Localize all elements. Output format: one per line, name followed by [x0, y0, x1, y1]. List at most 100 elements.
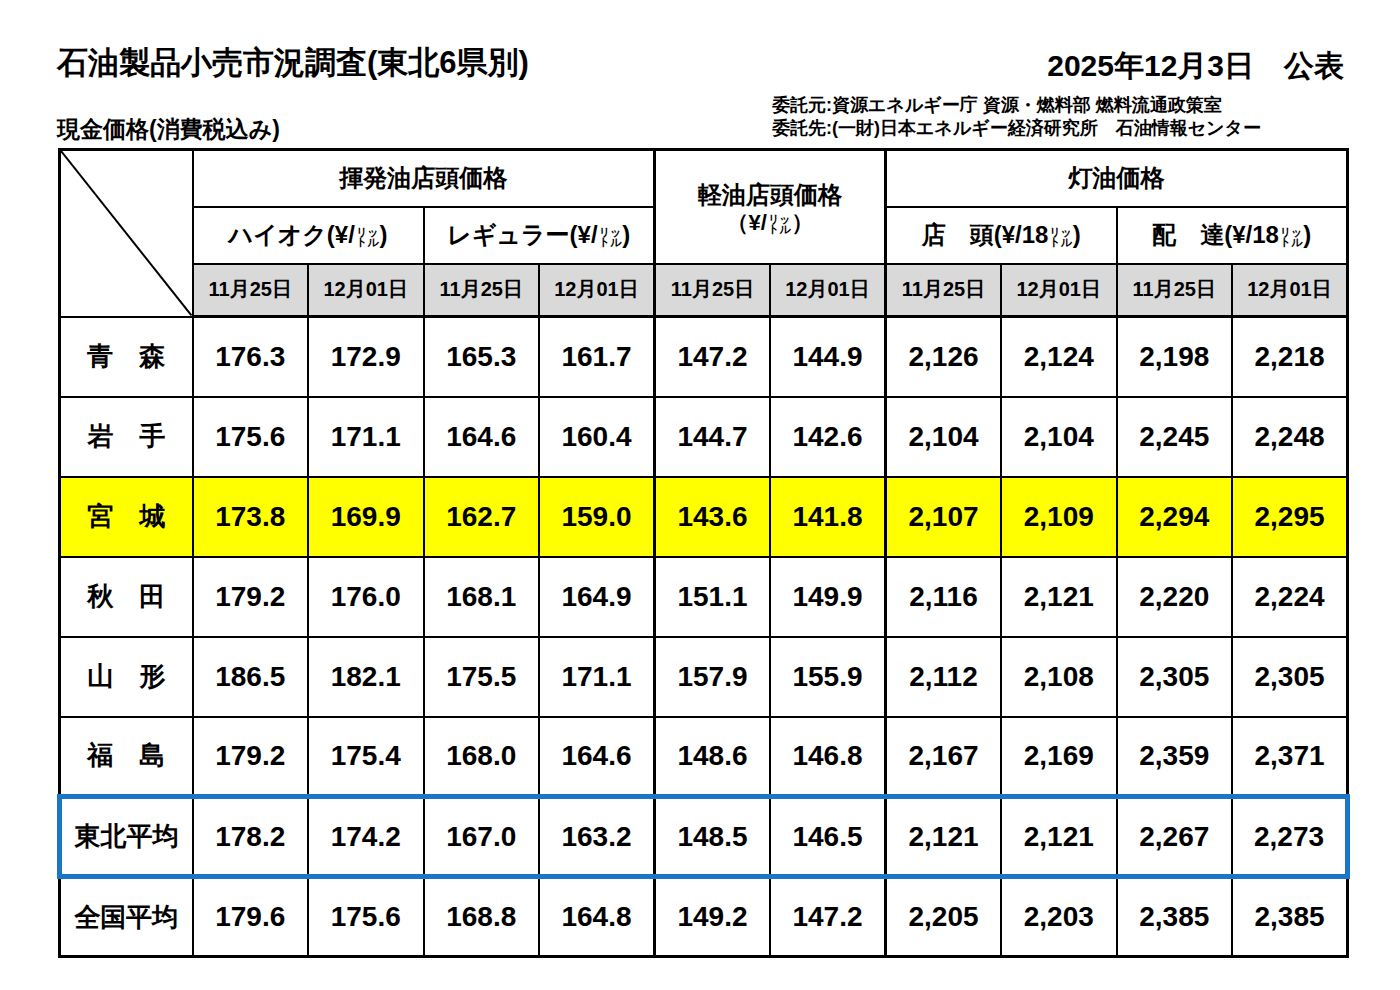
- price-cell: 2,121: [1001, 557, 1117, 637]
- commission-agent: 委託先:(一財)日本エネルギー経済研究所 石油情報センター: [772, 117, 1261, 140]
- diesel-unit: （¥/リットル）: [656, 211, 884, 235]
- table-row: 山 形 186.5 182.1 175.5 171.1 157.9 155.9 …: [60, 637, 1348, 717]
- price-cell: 179.6: [193, 877, 309, 957]
- price-cell: 179.2: [193, 717, 309, 797]
- price-cell: 175.4: [308, 717, 424, 797]
- price-cell: 2,203: [1001, 877, 1117, 957]
- table-body: 青 森 176.3 172.9 165.3 161.7 147.2 144.9 …: [60, 317, 1348, 957]
- price-cell: 163.2: [539, 797, 655, 877]
- price-cell: 161.7: [539, 317, 655, 397]
- price-cell: 2,385: [1232, 877, 1348, 957]
- price-cell: 2,107: [886, 477, 1002, 557]
- price-cell: 2,295: [1232, 477, 1348, 557]
- price-cell: 2,167: [886, 717, 1002, 797]
- prefecture-label: 青 森: [60, 317, 193, 397]
- prefecture-label: 岩 手: [60, 397, 193, 477]
- commission-source: 委託元:資源エネルギー庁 資源・燃料部 燃料流通政策室: [772, 94, 1261, 117]
- price-cell: 2,248: [1232, 397, 1348, 477]
- price-cell: 175.5: [424, 637, 540, 717]
- liter-stack: リットル: [1049, 227, 1072, 247]
- page-title: 石油製品小売市況調査(東北6県別): [57, 42, 529, 84]
- price-cell: 2,109: [1001, 477, 1117, 557]
- price-cell: 173.8: [193, 477, 309, 557]
- price-cell: 2,371: [1232, 717, 1348, 797]
- price-cell: 146.8: [770, 717, 886, 797]
- col-group-gasoline: 揮発油店頭価格: [193, 150, 655, 207]
- price-cell: 149.9: [770, 557, 886, 637]
- price-cell: 175.6: [308, 877, 424, 957]
- prefecture-label: 宮 城: [60, 477, 193, 557]
- price-cell: 164.6: [539, 717, 655, 797]
- publish-date: 2025年12月3日 公表: [1047, 46, 1344, 87]
- price-cell: 182.1: [308, 637, 424, 717]
- date-header: 12月01日: [1232, 264, 1348, 317]
- table-row: 秋 田 179.2 176.0 168.1 164.9 151.1 149.9 …: [60, 557, 1348, 637]
- date-header: 12月01日: [770, 264, 886, 317]
- price-cell: 176.0: [308, 557, 424, 637]
- liter-stack: リットル: [599, 227, 622, 247]
- price-cell: 2,126: [886, 317, 1002, 397]
- price-cell: 179.2: [193, 557, 309, 637]
- price-cell: 2,218: [1232, 317, 1348, 397]
- price-cell: 186.5: [193, 637, 309, 717]
- date-header: 12月01日: [308, 264, 424, 317]
- price-cell: 168.0: [424, 717, 540, 797]
- prefecture-label: 全国平均: [60, 877, 193, 957]
- date-header: 12月01日: [539, 264, 655, 317]
- price-cell: 2,305: [1117, 637, 1233, 717]
- price-cell: 2,116: [886, 557, 1002, 637]
- price-cell: 157.9: [655, 637, 771, 717]
- diesel-label: 軽油店頭価格: [656, 179, 884, 211]
- price-cell: 171.1: [539, 637, 655, 717]
- date-header: 11月25日: [655, 264, 771, 317]
- price-cell: 142.6: [770, 397, 886, 477]
- price-cell: 143.6: [655, 477, 771, 557]
- price-cell: 2,224: [1232, 557, 1348, 637]
- price-cell: 164.6: [424, 397, 540, 477]
- date-header: 11月25日: [193, 264, 309, 317]
- price-cell: 167.0: [424, 797, 540, 877]
- price-cell: 147.2: [655, 317, 771, 397]
- liter-stack: リットル: [356, 227, 379, 247]
- col-storefront: 店 頭(¥/18リットル): [886, 207, 1117, 264]
- price-cell: 172.9: [308, 317, 424, 397]
- price-cell: 144.9: [770, 317, 886, 397]
- prefecture-label: 山 形: [60, 637, 193, 717]
- prefecture-label: 東北平均: [60, 797, 193, 877]
- price-cell: 176.3: [193, 317, 309, 397]
- price-cell: 151.1: [655, 557, 771, 637]
- price-cell: 174.2: [308, 797, 424, 877]
- corner-cell: [60, 150, 193, 317]
- col-delivery: 配 達(¥/18リットル): [1117, 207, 1348, 264]
- price-cell: 171.1: [308, 397, 424, 477]
- price-cell: 2,169: [1001, 717, 1117, 797]
- price-note: 現金価格(消費税込み): [57, 114, 280, 145]
- price-cell: 2,205: [886, 877, 1002, 957]
- table-row: 東北平均 178.2 174.2 167.0 163.2 148.5 146.5…: [60, 797, 1348, 877]
- table-row: 宮 城 173.8 169.9 162.7 159.0 143.6 141.8 …: [60, 477, 1348, 557]
- price-cell: 155.9: [770, 637, 886, 717]
- price-cell: 178.2: [193, 797, 309, 877]
- price-cell: 169.9: [308, 477, 424, 557]
- price-cell: 159.0: [539, 477, 655, 557]
- price-cell: 144.7: [655, 397, 771, 477]
- price-cell: 2,104: [886, 397, 1002, 477]
- price-cell: 149.2: [655, 877, 771, 957]
- price-cell: 2,121: [886, 797, 1002, 877]
- price-cell: 2,305: [1232, 637, 1348, 717]
- table-row: 福 島 179.2 175.4 168.0 164.6 148.6 146.8 …: [60, 717, 1348, 797]
- price-cell: 148.6: [655, 717, 771, 797]
- price-cell: 2,108: [1001, 637, 1117, 717]
- price-cell: 2,124: [1001, 317, 1117, 397]
- price-table: 揮発油店頭価格 軽油店頭価格 （¥/リットル） 灯油価格 ハイオク(¥/リットル…: [57, 148, 1350, 958]
- price-cell: 2,112: [886, 637, 1002, 717]
- date-header: 12月01日: [1001, 264, 1117, 317]
- header-group-row: 揮発油店頭価格 軽油店頭価格 （¥/リットル） 灯油価格: [60, 150, 1348, 207]
- table-row: 青 森 176.3 172.9 165.3 161.7 147.2 144.9 …: [60, 317, 1348, 397]
- price-cell: 148.5: [655, 797, 771, 877]
- price-cell: 160.4: [539, 397, 655, 477]
- diagonal-line: [61, 151, 192, 316]
- price-cell: 165.3: [424, 317, 540, 397]
- table-row: 全国平均 179.6 175.6 168.8 164.8 149.2 147.2…: [60, 877, 1348, 957]
- price-cell: 2,104: [1001, 397, 1117, 477]
